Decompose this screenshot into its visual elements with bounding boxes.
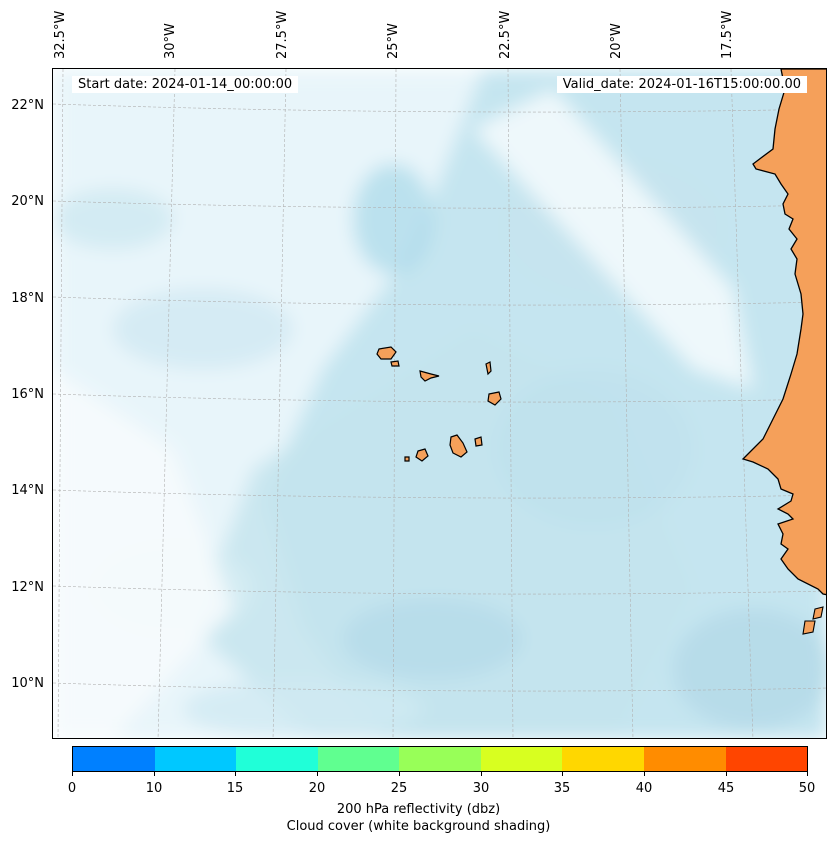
lon-label-25w: 25°W [386,23,401,59]
colorbar-tick [154,772,155,776]
lat-label-12n: 12°N [11,580,44,595]
colorbar-segment-0-10 [73,747,155,771]
lat-label-14n: 14°N [11,483,44,498]
lon-label-27-5w: 27.5°W [275,10,290,59]
colorbar-segment-40-45 [643,747,726,771]
colorbar-tick [72,772,73,776]
colorbar-tick [726,772,727,776]
colorbar-tick [481,772,482,776]
colorbar-tick-label: 40 [635,781,653,796]
colorbar-tick-label: 50 [798,781,816,796]
colorbar-tick [644,772,645,776]
colorbar-segment-35-40 [562,747,644,771]
colorbar-segment-10-15 [154,747,237,771]
colorbar-title: 200 hPa reflectivity (dbz) [336,802,501,817]
colorbar-tick [317,772,318,776]
colorbar-tick-label: 35 [553,781,571,796]
colorbar-tick [807,772,808,776]
graticule [53,69,826,738]
lat-label-10n: 10°N [11,676,44,691]
colorbar-tick-label: 25 [390,781,408,796]
map-panel[interactable] [52,68,827,739]
lat-label-18n: 18°N [11,291,44,306]
map-canvas [53,69,826,738]
colorbar-tick-label: 45 [717,781,735,796]
colorbar-tick-label: 30 [472,781,490,796]
colorbar-tick-label: 10 [145,781,163,796]
lat-label-22n: 22°N [11,98,44,113]
lon-label-32-5w: 32.5°W [53,10,68,59]
colorbar-tick-label: 0 [67,781,77,796]
colorbar-tick [235,772,236,776]
colorbar-segment-25-30 [399,747,481,771]
colorbar-segment-45-50 [725,747,808,771]
lon-label-17-5w: 17.5°W [720,10,735,59]
lon-label-30w: 30°W [163,23,178,59]
colorbar-segment-20-25 [317,747,400,771]
colorbar-tick-label: 15 [226,781,244,796]
lon-label-20w: 20°W [609,23,624,59]
lat-label-20n: 20°N [11,194,44,209]
cloud-cover-shading [53,69,826,738]
africa-coastline [741,69,826,635]
start-date-label: Start date: 2024-01-14_00:00:00 [72,76,299,93]
colorbar-segment-30-35 [480,747,563,771]
colorbar-tick [399,772,400,776]
reflectivity-colorbar [72,746,808,772]
colorbar-segment-15-20 [236,747,318,771]
lon-label-22-5w: 22.5°W [498,10,513,59]
cape-verde-islands [376,346,502,462]
valid-date-label: Valid_date: 2024-01-16T15:00:00.00 [556,76,807,93]
colorbar-tick [562,772,563,776]
colorbar-tick-label: 20 [308,781,326,796]
lat-label-16n: 16°N [11,387,44,402]
colorbar-subtitle: Cloud cover (white background shading) [286,819,551,834]
